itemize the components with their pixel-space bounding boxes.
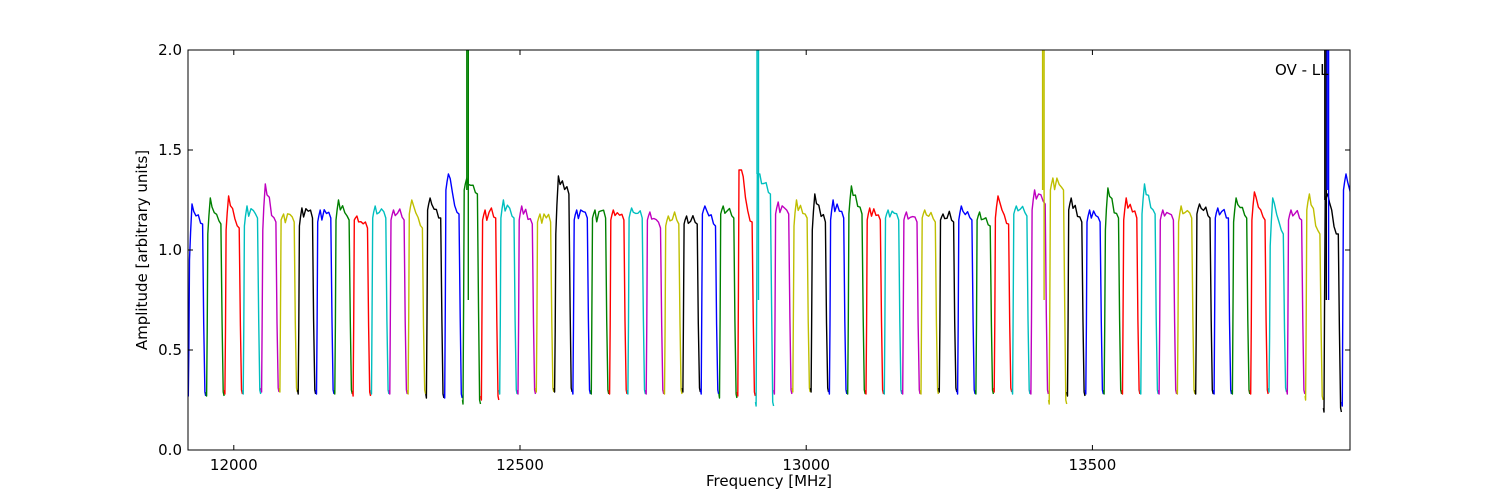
channel-series-line (1176, 205, 1196, 395)
channel-spike-line (466, 50, 469, 300)
channel-series-line (516, 205, 537, 395)
channel-series-line (754, 173, 775, 407)
channel-spike-line (756, 50, 760, 300)
channel-series-line (1084, 209, 1104, 395)
series-layer (188, 50, 1350, 413)
channel-series-line (205, 197, 225, 397)
channel-series-line (901, 211, 921, 395)
y-tick-label: 0.5 (158, 341, 182, 359)
channel-series-line (333, 199, 353, 395)
channel-series-line (425, 197, 445, 399)
channel-series-line (626, 207, 647, 395)
channel-series-line (406, 199, 427, 395)
channel-series-line (535, 213, 555, 393)
channel-series-line (315, 209, 335, 395)
x-tick-label: 13500 (1069, 456, 1117, 474)
channel-series-line (608, 209, 628, 395)
channel-series-line (498, 199, 518, 395)
channel-series-line (296, 207, 317, 395)
y-tick-label: 1.0 (158, 241, 182, 259)
x-tick-label: 13000 (782, 456, 830, 474)
channel-series-line (974, 211, 995, 395)
channel-spike-line (1041, 50, 1045, 300)
channel-series-line (1194, 203, 1214, 395)
channel-series-line (1047, 177, 1068, 405)
channel-series-line (1231, 197, 1251, 395)
y-tick-label: 0.0 (158, 441, 182, 459)
channel-series-line (809, 193, 830, 393)
channel-series-line (644, 211, 665, 395)
channel-series-line (1286, 209, 1306, 395)
ticks-layer: 12000 12500 13000 13500 0.0 0.5 1.0 1.5 2.0 (158, 41, 1350, 474)
channel-series-line (388, 208, 408, 395)
channel-series-line (1249, 191, 1269, 395)
channel-series-line (242, 205, 262, 395)
x-axis-label: Frequency [MHz] (706, 472, 832, 490)
channel-series-line (278, 213, 298, 393)
channel-series-line (590, 209, 610, 395)
channel-spike-line (1326, 50, 1330, 300)
channel-series-line (1066, 197, 1086, 397)
channel-series-line (993, 195, 1013, 393)
channel-series-line (370, 205, 390, 395)
channel-series-line (791, 199, 811, 393)
channel-series-line (699, 205, 720, 395)
annotation-label: OV - LL (1275, 61, 1329, 79)
channel-series-line (1267, 197, 1288, 393)
y-tick-label: 2.0 (158, 41, 182, 59)
channel-spike-line (1324, 50, 1327, 300)
channel-series-line (553, 175, 573, 393)
channel-series-line (883, 209, 903, 395)
channel-series-line (1212, 207, 1233, 395)
channel-series-line (938, 210, 958, 393)
channel-series-line (1304, 193, 1324, 401)
channel-series-line (956, 205, 976, 395)
channel-series-line (864, 207, 885, 395)
channel-series-line (1341, 173, 1350, 407)
channel-series-line (773, 201, 793, 395)
channel-series-line (663, 211, 683, 395)
channel-series-line (1121, 197, 1141, 395)
channel-series-line (260, 183, 280, 393)
channel-series-line (1322, 193, 1343, 413)
channel-series-line (718, 205, 738, 399)
channel-series-line (919, 209, 940, 395)
channel-series-line (1029, 189, 1049, 395)
channel-series-line (443, 173, 463, 399)
channel-series-line (1157, 209, 1178, 395)
channel-series-line (846, 185, 866, 395)
channel-series-line (681, 215, 701, 393)
channel-series-line (1139, 183, 1159, 395)
channel-series-line (188, 203, 207, 397)
x-tick-label: 12500 (496, 456, 544, 474)
x-tick-label: 12000 (210, 456, 258, 474)
channel-series-line (461, 177, 482, 405)
channel-series-line (828, 199, 848, 395)
channel-series-line (571, 209, 592, 395)
y-axis-label: Amplitude [arbitrary units] (133, 150, 151, 350)
y-tick-label: 1.5 (158, 141, 182, 159)
channel-series-line (1011, 205, 1031, 395)
channel-series-line (1102, 187, 1123, 395)
channel-series-line (351, 215, 372, 397)
channel-series-line (480, 207, 500, 401)
channel-series-line (736, 169, 756, 397)
channel-series-line (223, 195, 244, 395)
